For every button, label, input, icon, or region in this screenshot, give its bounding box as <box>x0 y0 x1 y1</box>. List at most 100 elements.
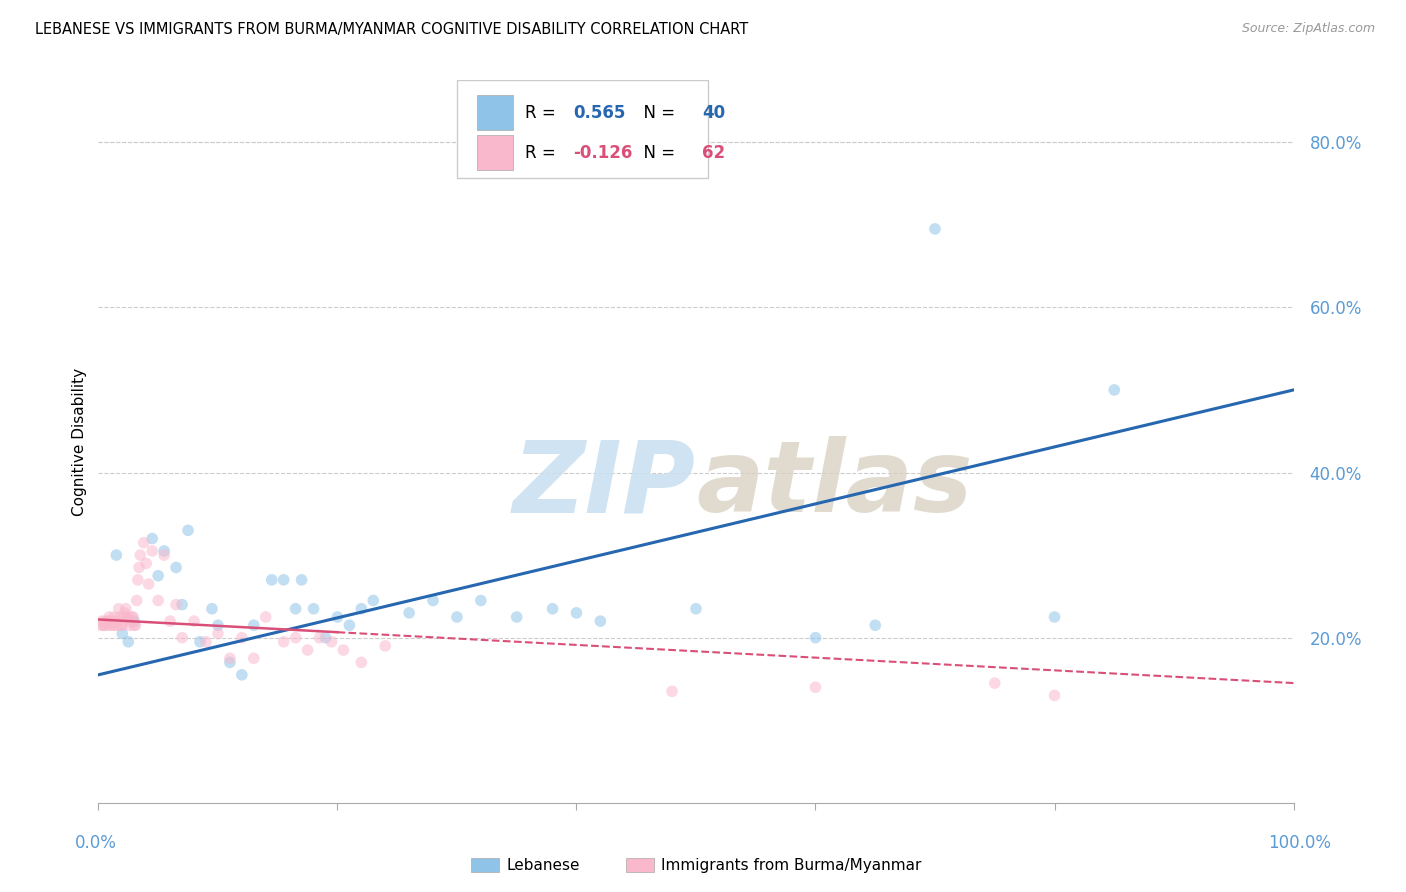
Point <box>165 560 187 574</box>
FancyBboxPatch shape <box>477 136 513 169</box>
Point <box>183 614 205 628</box>
Point <box>97 614 120 628</box>
Point <box>243 618 266 632</box>
Point <box>446 610 468 624</box>
Text: N =: N = <box>633 144 681 161</box>
Point <box>96 618 118 632</box>
Point <box>121 610 143 624</box>
Point <box>100 614 122 628</box>
Point <box>291 573 314 587</box>
Point <box>172 598 194 612</box>
Point <box>159 614 181 628</box>
Point <box>115 610 138 624</box>
Point <box>1104 383 1126 397</box>
Point <box>114 606 136 620</box>
Point <box>105 614 128 628</box>
Point <box>165 598 187 612</box>
Point <box>107 601 129 615</box>
Point <box>125 593 148 607</box>
Point <box>308 631 330 645</box>
Text: Source: ZipAtlas.com: Source: ZipAtlas.com <box>1241 22 1375 36</box>
Point <box>326 610 349 624</box>
Point <box>1043 610 1066 624</box>
Point <box>124 618 146 632</box>
Point <box>470 593 492 607</box>
Point <box>984 676 1007 690</box>
Point <box>506 610 529 624</box>
Point <box>120 614 142 628</box>
Point <box>422 593 444 607</box>
Text: R =: R = <box>524 144 561 161</box>
Point <box>135 557 157 571</box>
Text: -0.126: -0.126 <box>572 144 633 161</box>
Point <box>111 626 134 640</box>
Point <box>172 631 194 645</box>
Point <box>117 610 139 624</box>
Point <box>107 618 129 632</box>
Point <box>865 618 887 632</box>
Text: atlas: atlas <box>696 436 973 533</box>
Point <box>207 618 229 632</box>
Point <box>219 651 242 665</box>
FancyBboxPatch shape <box>477 95 513 130</box>
Point <box>231 631 253 645</box>
Point <box>91 618 114 632</box>
Point <box>148 568 170 582</box>
Point <box>98 610 121 624</box>
Point <box>141 544 163 558</box>
Point <box>254 610 277 624</box>
Point <box>1043 689 1066 703</box>
Point <box>112 610 135 624</box>
Point <box>141 532 163 546</box>
Point <box>219 656 242 670</box>
Point <box>321 634 343 648</box>
Point <box>110 618 132 632</box>
Point <box>541 601 564 615</box>
Point <box>231 668 253 682</box>
Point <box>90 618 112 632</box>
Point <box>302 601 325 615</box>
Point <box>132 535 155 549</box>
Point <box>93 618 115 632</box>
Point <box>565 606 588 620</box>
Point <box>207 626 229 640</box>
Text: 0.0%: 0.0% <box>75 834 117 852</box>
Point <box>284 601 307 615</box>
Text: 100.0%: 100.0% <box>1268 834 1330 852</box>
Point <box>804 631 827 645</box>
Point <box>685 601 707 615</box>
Point <box>339 618 361 632</box>
Point <box>117 634 139 648</box>
Text: LEBANESE VS IMMIGRANTS FROM BURMA/MYANMAR COGNITIVE DISABILITY CORRELATION CHART: LEBANESE VS IMMIGRANTS FROM BURMA/MYANMA… <box>35 22 748 37</box>
Point <box>315 631 337 645</box>
Point <box>661 684 683 698</box>
Point <box>374 639 396 653</box>
Point <box>924 222 946 236</box>
Point <box>243 651 266 665</box>
Point <box>101 618 124 632</box>
Text: N =: N = <box>633 103 681 122</box>
Point <box>111 618 134 632</box>
Point <box>138 577 160 591</box>
Point <box>124 618 146 632</box>
Point <box>332 643 354 657</box>
Point <box>273 573 295 587</box>
Text: ZIP: ZIP <box>513 436 696 533</box>
Text: Immigrants from Burma/Myanmar: Immigrants from Burma/Myanmar <box>661 858 921 872</box>
Point <box>115 601 138 615</box>
Point <box>350 601 373 615</box>
Point <box>118 618 141 632</box>
Point <box>177 524 200 538</box>
Point <box>108 610 131 624</box>
Point <box>103 610 125 624</box>
Point <box>127 573 149 587</box>
Point <box>804 680 827 694</box>
Point <box>148 593 170 607</box>
Point <box>122 610 145 624</box>
Point <box>104 618 127 632</box>
Point <box>284 631 307 645</box>
Text: 0.565: 0.565 <box>572 103 626 122</box>
Point <box>94 614 117 628</box>
Point <box>398 606 420 620</box>
Point <box>128 560 150 574</box>
